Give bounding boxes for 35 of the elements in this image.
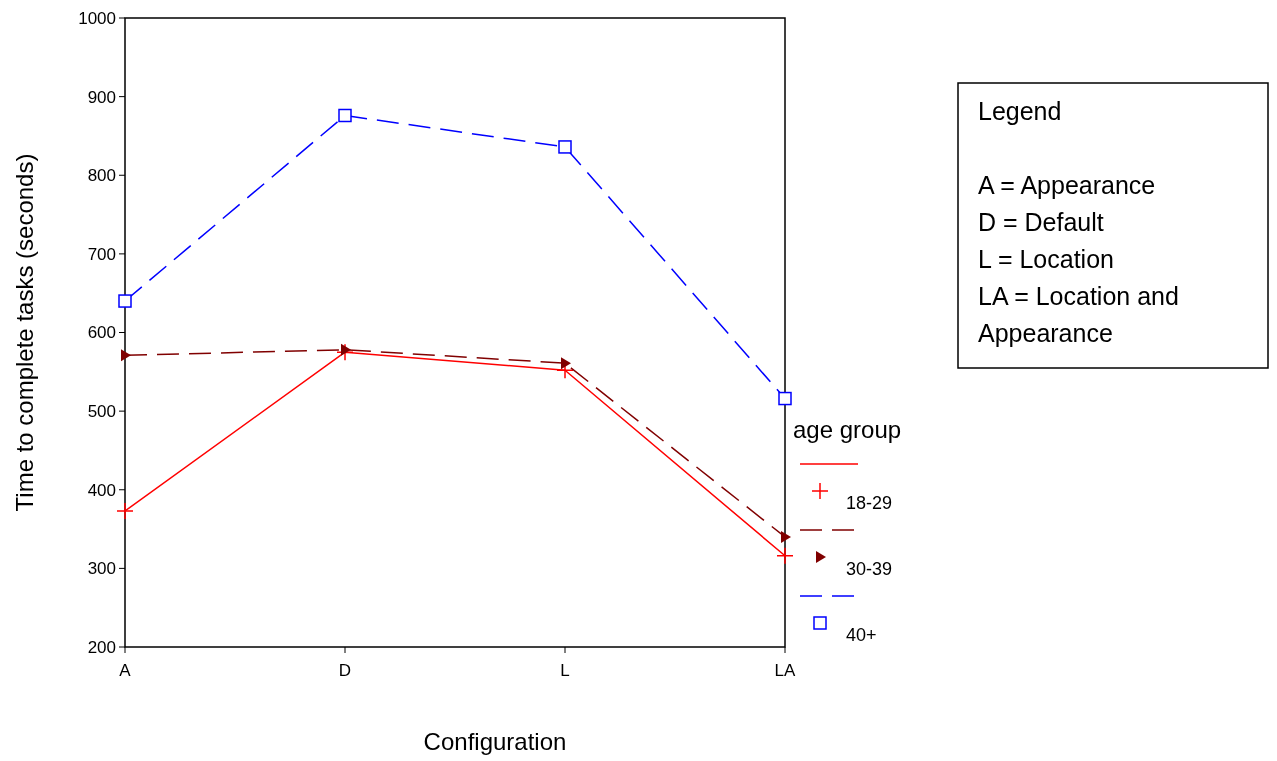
point xyxy=(116,502,134,520)
text: L = Location xyxy=(978,245,1114,273)
point xyxy=(561,357,571,370)
point xyxy=(781,530,791,543)
x-tick-label: LA xyxy=(774,661,797,680)
legend-label: 18-29 xyxy=(846,493,893,513)
legend-title: age group xyxy=(793,416,902,443)
x-tick-label: A xyxy=(119,661,132,680)
text: A = Appearance xyxy=(978,171,1156,199)
y-tick-label: 500 xyxy=(87,402,116,422)
x-tick-label: L xyxy=(560,661,570,680)
point xyxy=(118,294,132,308)
y-tick-label: 1000 xyxy=(78,8,116,28)
point xyxy=(558,140,572,154)
text: D = Default xyxy=(978,208,1104,236)
text: LA = Location and Appearance xyxy=(978,282,1179,347)
point xyxy=(121,349,131,362)
point xyxy=(336,343,354,361)
y-tick-label: 800 xyxy=(87,166,116,186)
y-tick-label: 300 xyxy=(87,559,116,579)
y-tick-label: 700 xyxy=(87,244,116,264)
y-tick-label: 600 xyxy=(87,323,116,343)
x-tick-label: D xyxy=(338,661,352,680)
x-axis-title: Configuration xyxy=(423,728,567,755)
point xyxy=(778,391,792,406)
text: Legend xyxy=(978,97,1062,125)
point xyxy=(776,547,794,565)
y-tick-label: 900 xyxy=(87,87,116,107)
legend-label: 40+ xyxy=(846,625,877,645)
y-tick-label: 200 xyxy=(87,637,116,657)
legend-label: 30-39 xyxy=(846,559,893,579)
point xyxy=(338,108,352,123)
y-tick-label: 400 xyxy=(87,480,116,500)
point xyxy=(341,343,351,356)
y-axis-title: Time to complete tasks (seconds) xyxy=(11,153,38,512)
